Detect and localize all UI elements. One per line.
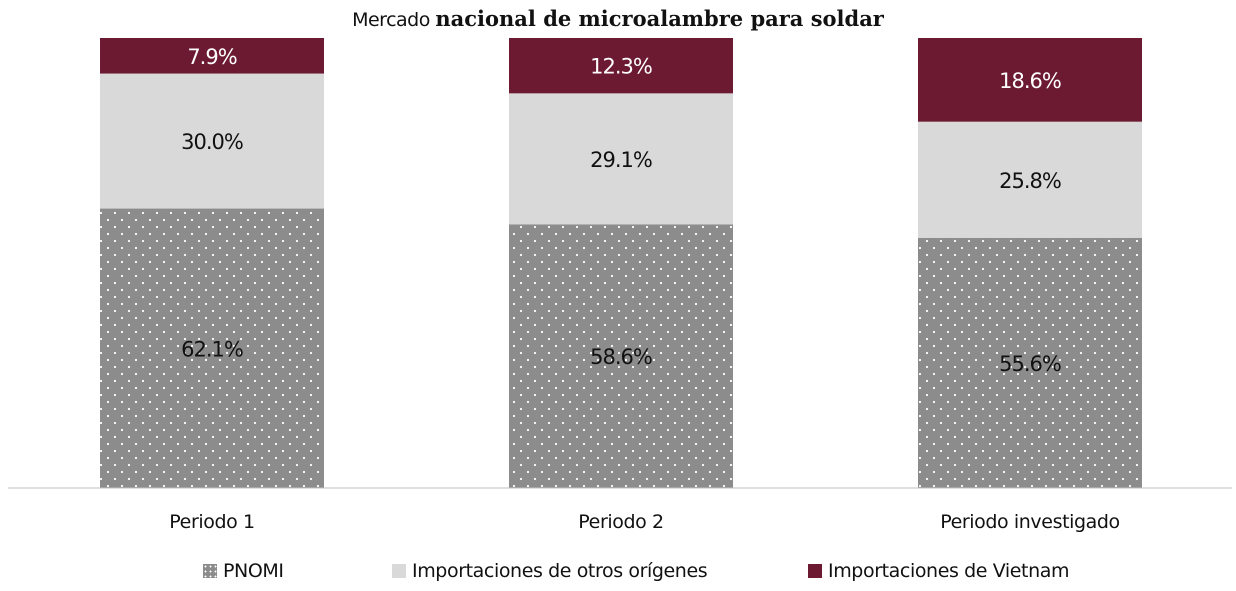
bars-group: 62.1% 30.0% 7.9% 58.6% 29.1% 12.3% 55.6% 25.8% 1… xyxy=(100,38,1142,489)
data-label-pnomi-periodo-investigado: 55.6% xyxy=(999,352,1061,376)
x-tick-label-periodo-investigado: Periodo investigado xyxy=(940,511,1120,533)
x-tick-label-periodo-2: Periodo 2 xyxy=(578,511,663,533)
legend-item-vietnam: Importaciones de Vietnam xyxy=(808,560,1070,582)
legend-swatch-vietnam xyxy=(808,564,822,578)
chart-title: Mercado nacional de microalambre para so… xyxy=(0,6,1236,32)
bar-segment-importaciones-de-otros-origenes-periodo-investigado xyxy=(918,121,1142,238)
data-label-importaciones-de-vietnam-periodo-1: 7.9% xyxy=(187,45,236,69)
data-label-importaciones-de-otros-origenes-periodo-investigado: 25.8% xyxy=(999,169,1061,193)
legend: PNOMI Importaciones de otros orígenes Im… xyxy=(0,560,1236,590)
bar-segment-importaciones-de-otros-origenes-periodo-2 xyxy=(509,93,733,225)
legend-item-otros: Importaciones de otros orígenes xyxy=(392,560,708,582)
legend-label-pnomi: PNOMI xyxy=(223,560,284,582)
bar-segment-importaciones-de-vietnam-periodo-2 xyxy=(509,38,733,94)
bar-segment-pnomi-periodo-2 xyxy=(509,224,733,489)
data-label-pnomi-periodo-2: 58.6% xyxy=(590,345,652,369)
legend-item-pnomi: PNOMI xyxy=(203,560,284,582)
bar-segment-pnomi-periodo-investigado xyxy=(918,237,1142,488)
chart-title-part-1: Mercado xyxy=(352,9,436,31)
data-label-pnomi-periodo-1: 62.1% xyxy=(181,337,243,361)
legend-label-vietnam: Importaciones de Vietnam xyxy=(828,560,1070,582)
x-tick-label-periodo-1: Periodo 1 xyxy=(169,511,254,533)
data-label-importaciones-de-otros-origenes-periodo-1: 30.0% xyxy=(181,130,243,154)
bar-segment-pnomi-periodo-1 xyxy=(100,208,324,489)
bar-segment-importaciones-de-otros-origenes-periodo-1 xyxy=(100,73,324,209)
legend-swatch-pnomi xyxy=(203,564,217,578)
legend-swatch-otros xyxy=(392,564,406,578)
stacked-bar-chart: 62.1% 30.0% 7.9% 58.6% 29.1% 12.3% 55.6% 25.8% 1… xyxy=(8,38,1232,533)
category-labels-group: Periodo 1 Periodo 2 Periodo investigado xyxy=(169,511,1120,533)
chart-title-part-2: nacional de microalambre para soldar xyxy=(435,6,884,31)
data-label-importaciones-de-vietnam-periodo-2: 12.3% xyxy=(590,55,652,79)
legend-label-otros: Importaciones de otros orígenes xyxy=(412,560,708,582)
data-label-importaciones-de-vietnam-periodo-investigado: 18.6% xyxy=(999,69,1061,93)
data-label-importaciones-de-otros-origenes-periodo-2: 29.1% xyxy=(590,148,652,172)
bar-segment-importaciones-de-vietnam-periodo-1 xyxy=(100,38,324,74)
bar-segment-importaciones-de-vietnam-periodo-investigado xyxy=(918,38,1142,122)
